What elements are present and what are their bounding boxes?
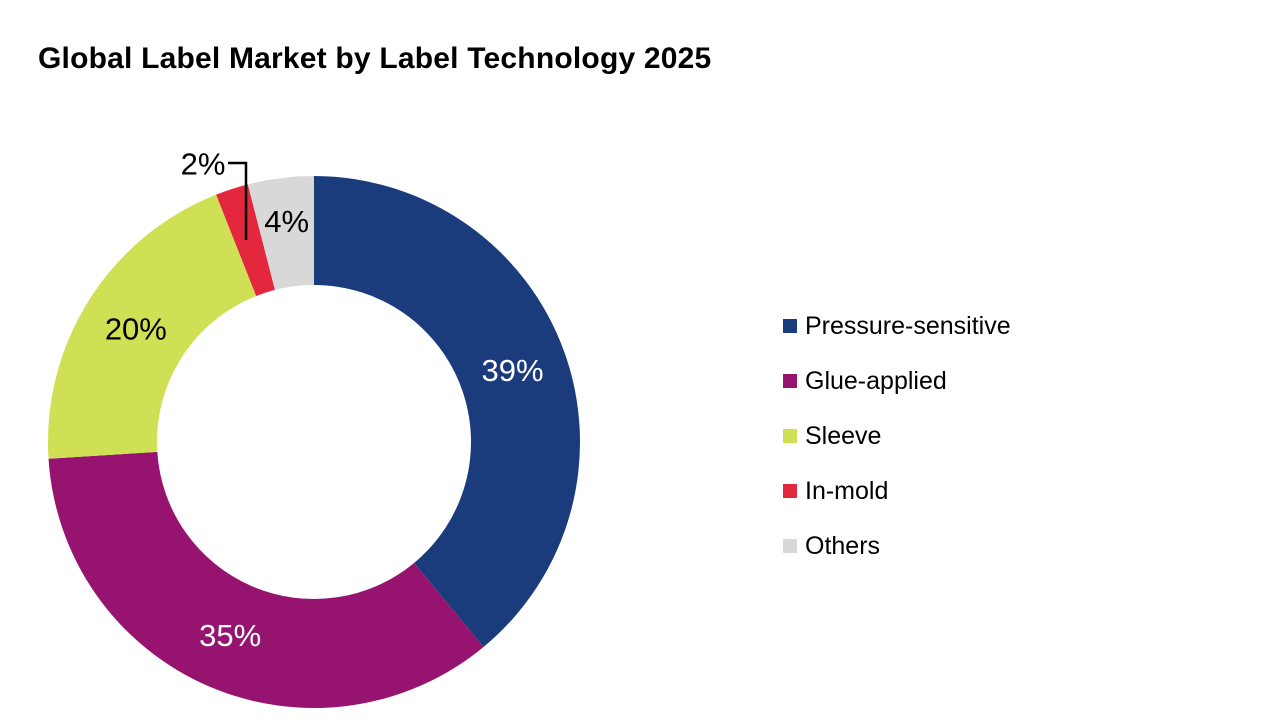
- slice-pressure-sensitive: [314, 176, 581, 647]
- slice-pct-label-in-mold: 2%: [181, 147, 226, 182]
- legend-swatch-sleeve: [783, 429, 797, 443]
- legend-swatch-in-mold: [783, 484, 797, 498]
- legend-item-pressure-sensitive: Pressure-sensitive: [783, 313, 1011, 339]
- legend-swatch-others: [783, 539, 797, 553]
- slice-pct-label-others: 4%: [264, 204, 309, 239]
- slice-in-mold: [216, 184, 275, 297]
- legend-swatch-pressure-sensitive: [783, 319, 797, 333]
- slice-pct-label-pressure-sensitive: 39%: [482, 353, 544, 388]
- slice-sleeve: [47, 194, 257, 459]
- slice-glue-applied: [48, 451, 484, 708]
- callout-line-in-mold: [228, 161, 248, 240]
- legend-swatch-glue-applied: [783, 374, 797, 388]
- legend: Pressure-sensitive Glue-applied Sleeve In-m…: [783, 313, 1011, 559]
- legend-label-sleeve: Sleeve: [805, 422, 882, 450]
- slice-pct-label-sleeve: 20%: [105, 311, 167, 346]
- legend-label-glue-applied: Glue-applied: [805, 367, 947, 395]
- legend-item-others: Others: [783, 533, 1011, 559]
- legend-item-sleeve: Sleeve: [783, 423, 1011, 449]
- legend-label-others: Others: [805, 532, 881, 560]
- legend-label-pressure-sensitive: Pressure-sensitive: [805, 312, 1011, 340]
- slice-others: [247, 176, 314, 290]
- legend-item-in-mold: In-mold: [783, 478, 1011, 504]
- legend-item-glue-applied: Glue-applied: [783, 368, 1011, 394]
- chart-title: Global Label Market by Label Technology …: [38, 42, 712, 75]
- slice-pct-label-glue-applied: 35%: [199, 618, 261, 653]
- legend-label-in-mold: In-mold: [805, 477, 889, 505]
